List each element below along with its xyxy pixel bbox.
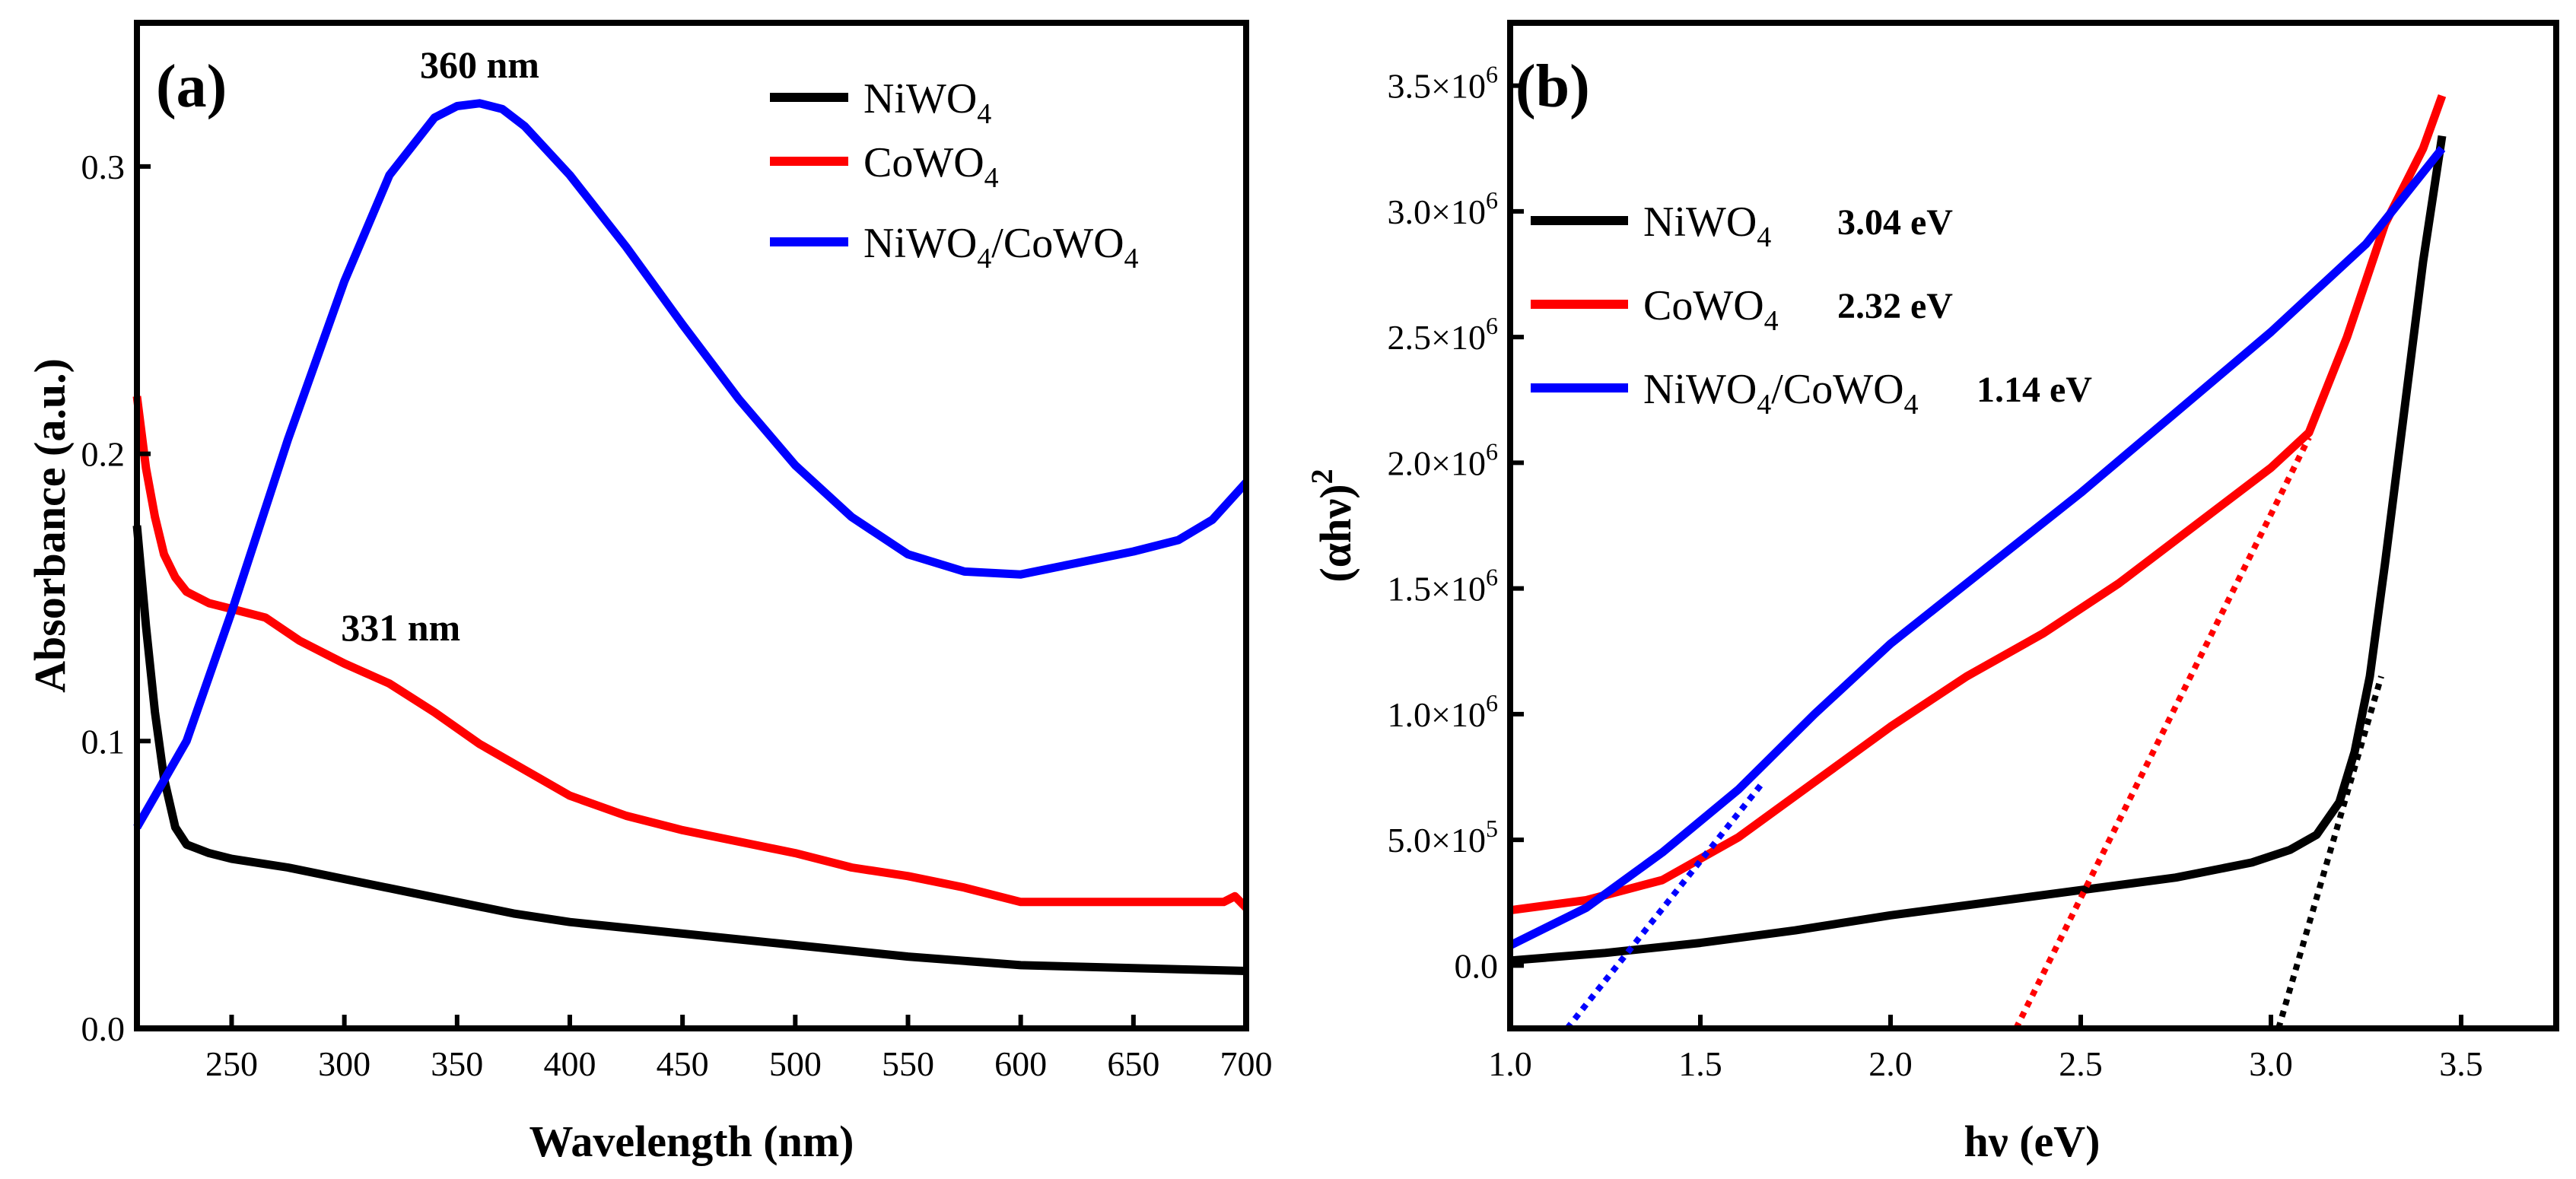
band-gap-niwo4: 3.04 eV: [1837, 202, 1953, 243]
panel-a-plot-area: [132, 20, 1250, 1031]
panel-b-label: (b): [1515, 53, 1590, 120]
legend-b-label-niwo4: NiWO4: [1643, 199, 1771, 253]
x-tick-label: 1.0: [1488, 1044, 1532, 1083]
x-tick-label: 450: [657, 1044, 709, 1083]
legend-item-niwo4-cowo4: NiWO4/CoWO4: [770, 220, 1139, 275]
legend-b-label-cowo4: CoWO4: [1643, 282, 1779, 337]
annotation-331nm: 331 nm: [341, 606, 460, 649]
panel-a-frame: [134, 20, 1249, 1031]
panel-a-x-ticks: 250 300 350 400 450 500 550 600 650 700: [205, 1015, 1273, 1083]
x-tick-label: 400: [543, 1044, 596, 1083]
y-tick-label: 0.0: [81, 1009, 126, 1048]
x-tick-label: 650: [1107, 1044, 1159, 1083]
y-tick-label: 2.5×106: [1388, 312, 1498, 357]
series-line-b-niwo4: [1509, 135, 2447, 965]
x-tick-label: 600: [994, 1044, 1047, 1083]
panel-b-x-ticks: 1.0 1.5 2.0 2.5 3.0 3.5: [1488, 1015, 2483, 1083]
y-tick-label: 0.1: [81, 722, 126, 761]
y-tick-label: 5.0×105: [1388, 815, 1498, 860]
legend-item-cowo4: CoWO4: [770, 139, 999, 194]
x-tick-label: 500: [769, 1044, 822, 1083]
legend-label-niwo4-cowo4: NiWO4/CoWO4: [863, 220, 1139, 275]
x-tick-label: 700: [1220, 1044, 1273, 1083]
y-tick-label: 0.3: [81, 148, 126, 186]
y-tick-label: 3.0×106: [1388, 186, 1498, 231]
panel-b-tauc-chart: 1.0 1.5 2.0 2.5 3.0 3.5 0.0 5.0×105 1.0×106 1.5×…: [1305, 20, 2559, 1166]
x-tick-label: 550: [882, 1044, 934, 1083]
tangent-line-1: [2013, 436, 2312, 1030]
panel-a-x-axis-label: Wavelength (nm): [530, 1117, 854, 1166]
series-line-b-cowo4: [1509, 94, 2447, 915]
tangent-line-2: [1564, 782, 1764, 1031]
legend-item-niwo4: NiWO4: [770, 75, 991, 130]
legend-label-niwo4: NiWO4: [863, 75, 991, 130]
series-line-a-niwo4: [132, 525, 1247, 975]
y-tick-label: 0.2: [81, 435, 126, 474]
panel-b-series-lines: [1508, 94, 2447, 965]
x-tick-label: 300: [318, 1044, 370, 1083]
annotation-360nm: 360 nm: [420, 43, 539, 86]
legend-b-item-niwo4: NiWO4 3.04 eV: [1531, 199, 1953, 253]
x-tick-label: 350: [431, 1044, 483, 1083]
band-gap-cowo4: 2.32 eV: [1837, 286, 1953, 326]
x-tick-label: 3.5: [2439, 1044, 2483, 1083]
panel-b-x-axis-label: hν (eV): [1964, 1117, 2101, 1166]
panel-a-y-axis-label: Absorbance (a.u.): [25, 358, 75, 693]
x-tick-label: 1.5: [1678, 1044, 1722, 1083]
legend-label-cowo4: CoWO4: [863, 139, 999, 194]
panel-a-legend: NiWO4 CoWO4 NiWO4/CoWO4: [770, 75, 1139, 275]
x-tick-label: 2.5: [2059, 1044, 2103, 1083]
panel-b-legend: NiWO4 3.04 eV CoWO4 2.32 eV NiWO4/CoWO4 …: [1531, 199, 2092, 421]
legend-b-item-niwo4-cowo4: NiWO4/CoWO4 1.14 eV: [1531, 366, 2092, 421]
panel-b-tangent-lines: [1564, 436, 2384, 1031]
x-tick-label: 2.0: [1868, 1044, 1913, 1083]
panel-a-absorbance-chart: 250 300 350 400 450 500 550 600 650 700 0.0 0.1 0.2…: [25, 20, 1273, 1166]
legend-b-label-niwo4-cowo4: NiWO4/CoWO4: [1643, 366, 1919, 421]
panel-a-series-lines: [132, 99, 1250, 975]
y-tick-label: 1.5×106: [1388, 564, 1498, 609]
panel-b-frame: [1507, 20, 2559, 1031]
panel-b-plot-area: [1507, 20, 2559, 1031]
y-tick-label: 0.0: [1455, 946, 1499, 985]
panel-b-y-ticks: 0.0 5.0×105 1.0×106 1.5×106 2.0×106 2.5×106 3.…: [1388, 61, 1524, 985]
band-gap-niwo4-cowo4: 1.14 eV: [1977, 370, 2092, 410]
legend-b-item-cowo4: CoWO4 2.32 eV: [1531, 282, 1953, 337]
panel-b-y-axis-label: (αhν)2: [1305, 469, 1360, 582]
y-tick-label: 1.0×106: [1388, 689, 1498, 734]
panel-a-y-ticks: 0.0 0.1 0.2 0.3: [81, 148, 151, 1048]
series-line-a-niwo4-cowo4: [133, 99, 1250, 830]
series-line-b-niwo4-cowo4: [1508, 145, 2446, 949]
x-tick-label: 250: [205, 1044, 258, 1083]
series-line-a-cowo4: [132, 396, 1249, 911]
y-tick-label: 3.5×106: [1388, 61, 1498, 106]
x-tick-label: 3.0: [2249, 1044, 2293, 1083]
y-tick-label: 2.0×106: [1388, 437, 1498, 482]
tangent-line-0: [2275, 675, 2384, 1030]
panel-a-label: (a): [156, 53, 227, 120]
